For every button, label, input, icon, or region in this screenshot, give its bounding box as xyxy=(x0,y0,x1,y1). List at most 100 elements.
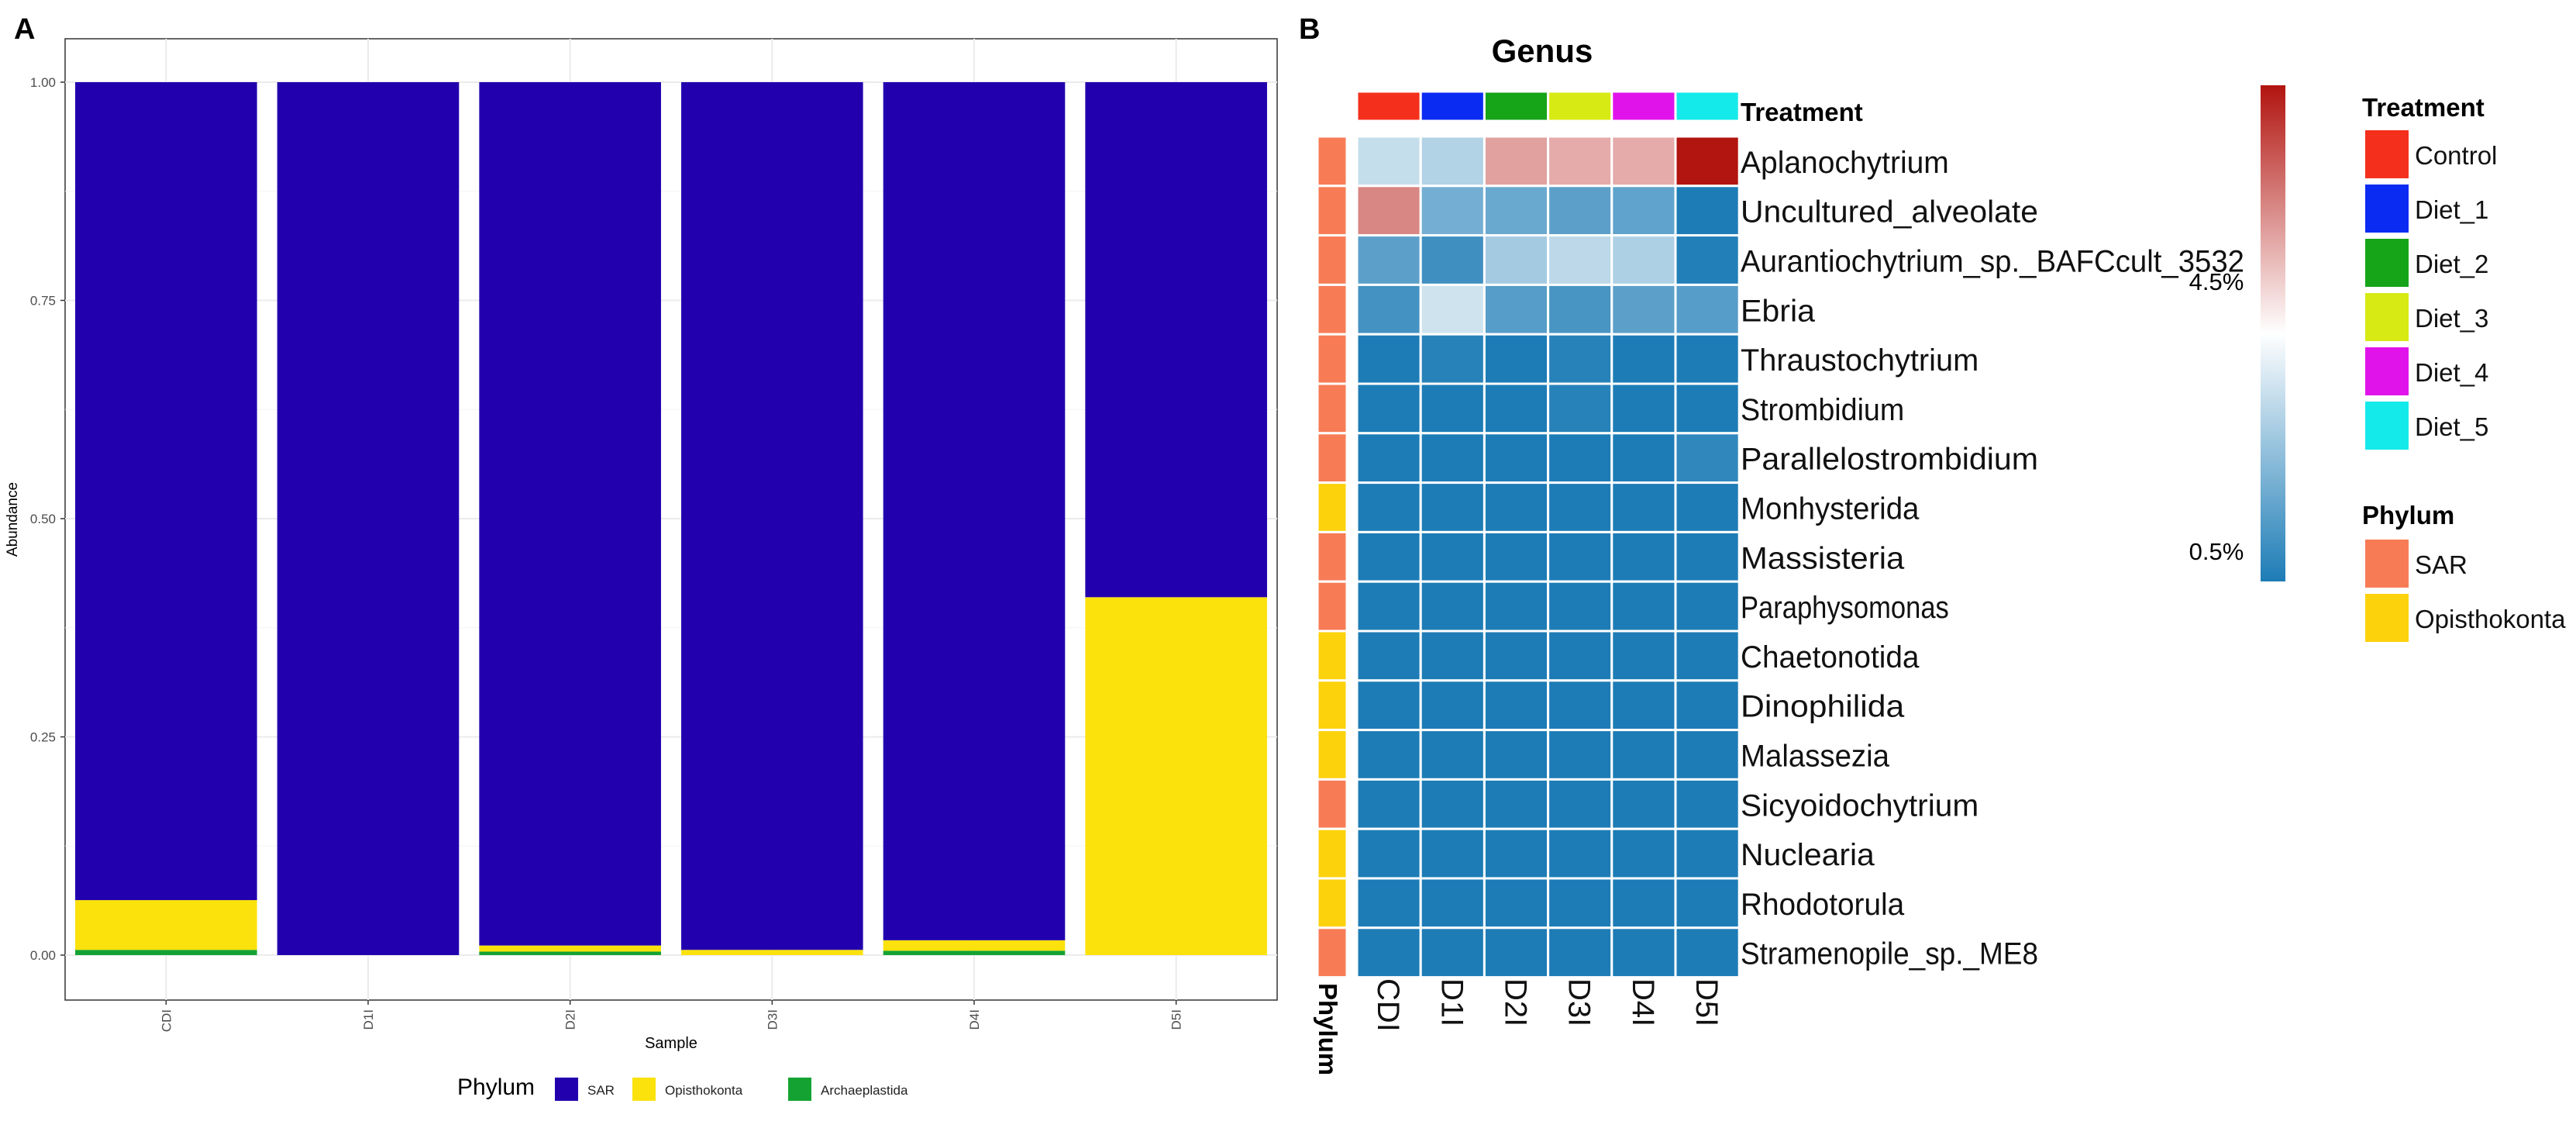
heatmap-cell xyxy=(1355,234,1422,286)
legend-label-diet_2: Diet_2 xyxy=(2415,250,2488,278)
panel-a-label: A xyxy=(14,13,35,46)
column-label: CDI xyxy=(1371,978,1405,1032)
heatmap-cell xyxy=(1419,333,1486,385)
bar-opisthokonta-d2i xyxy=(479,945,661,952)
heatmap-cell xyxy=(1547,333,1613,385)
legend-swatch-control xyxy=(2365,130,2409,178)
heatmap-cell xyxy=(1547,432,1613,485)
heatmap-cell xyxy=(1674,877,1741,930)
heatmap-cell xyxy=(1674,234,1741,286)
bar-archaeplastida-cdi xyxy=(75,950,257,955)
bar-opisthokonta-d3i xyxy=(681,950,863,955)
heatmap-cell xyxy=(1674,530,1741,583)
legend-label-diet_5: Diet_5 xyxy=(2415,412,2488,441)
heatmap-cell xyxy=(1483,629,1550,682)
heatmap-cell xyxy=(1610,877,1677,930)
legend-title-phylum: Phylum xyxy=(457,1074,535,1100)
heatmap-cell xyxy=(1610,234,1677,286)
phylum-column-label: Phylum xyxy=(1314,983,1342,1075)
heatmap-cell xyxy=(1483,530,1550,583)
heatmap-cell xyxy=(1355,926,1422,979)
row-label: Stramenopile_sp._ME8 xyxy=(1741,937,2038,971)
heatmap-cell xyxy=(1610,135,1677,188)
heatmap-cell xyxy=(1674,283,1741,336)
heatmap-cell xyxy=(1674,481,1741,533)
heatmap-cell xyxy=(1419,481,1486,533)
legend-swatch-opisthokonta xyxy=(2365,594,2409,642)
heatmap-cell xyxy=(1547,580,1613,633)
phylum-annotation-sar xyxy=(1316,283,1348,336)
heatmap-cell xyxy=(1419,185,1486,237)
heatmap-cell xyxy=(1610,333,1677,385)
legend-swatch-opisthokonta xyxy=(632,1078,656,1101)
row-label: Massisteria xyxy=(1741,541,1905,575)
heatmap-cell xyxy=(1355,481,1422,533)
heatmap-cell xyxy=(1483,185,1550,237)
heatmap-cell xyxy=(1547,481,1613,533)
legend-label-diet_4: Diet_4 xyxy=(2415,358,2488,387)
legend-label-sar: SAR xyxy=(587,1083,615,1098)
row-label: Sicyoidochytrium xyxy=(1741,788,1978,823)
heatmap-cell xyxy=(1355,679,1422,732)
x-tick-label: D2I xyxy=(563,1009,578,1030)
heatmap-cell xyxy=(1547,185,1613,237)
heatmap-cell xyxy=(1419,382,1486,435)
phylum-annotation-sar xyxy=(1316,333,1348,385)
heatmap-cell xyxy=(1355,283,1422,336)
heatmap-cell xyxy=(1483,827,1550,880)
treatment-row-label: Treatment xyxy=(1741,98,1863,126)
heatmap-cell xyxy=(1674,185,1741,237)
heatmap-cell xyxy=(1419,530,1486,583)
heatmap-cell xyxy=(1610,827,1677,880)
heatmap-cell xyxy=(1419,629,1486,682)
legend-phylum-b: SAR Opisthokonta xyxy=(2365,540,2566,642)
bar-archaeplastida-d2i xyxy=(479,951,661,955)
row-label: Paraphysomonas xyxy=(1741,591,1949,625)
x-tick-label: D5I xyxy=(1169,1009,1184,1030)
treatment-annotation-diet_1 xyxy=(1419,90,1486,122)
heatmap-cell xyxy=(1674,679,1741,732)
heatmap-cell xyxy=(1355,382,1422,435)
heatmap-cell xyxy=(1610,481,1677,533)
row-label: Parallelostrombidium xyxy=(1741,443,2038,477)
heatmap-cell xyxy=(1483,580,1550,633)
heatmap-cell xyxy=(1355,778,1422,830)
heatmap-cell xyxy=(1547,530,1613,583)
x-axis-title: Sample xyxy=(645,1035,697,1052)
heatmap-cell xyxy=(1547,283,1613,336)
heatmap-cell xyxy=(1419,580,1486,633)
phylum-annotation-opisthokonta xyxy=(1316,877,1348,930)
heatmap-cell xyxy=(1419,283,1486,336)
y-tick-label: 0.75 xyxy=(30,294,56,309)
phylum-annotation-sar xyxy=(1316,778,1348,830)
heatmap-cell xyxy=(1547,234,1613,286)
heatmap-cell xyxy=(1419,827,1486,880)
heatmap-cell xyxy=(1483,234,1550,286)
legend-label-archaeplastida: Archaeplastida xyxy=(821,1083,908,1098)
legend-swatch-sar xyxy=(555,1078,578,1101)
bar-sar-cdi xyxy=(75,82,257,901)
x-tick-label: CDI xyxy=(159,1009,174,1032)
column-label: D1I xyxy=(1434,978,1469,1026)
row-label: Ebria xyxy=(1741,294,1816,328)
heatmap-cell xyxy=(1610,679,1677,732)
legend-swatch-diet_1 xyxy=(2365,185,2409,233)
heatmap-cell xyxy=(1610,926,1677,979)
legend-title-treatment: Treatment xyxy=(2362,93,2485,122)
heatmap-cell xyxy=(1355,827,1422,880)
treatment-annotation-diet_5 xyxy=(1674,90,1741,122)
legend-swatch-diet_3 xyxy=(2365,293,2409,341)
row-label: Monhysterida xyxy=(1741,492,1920,526)
column-label: D4I xyxy=(1626,978,1660,1026)
heatmap-cell xyxy=(1355,135,1422,188)
heatmap-cell xyxy=(1355,629,1422,682)
bar-sar-d2i xyxy=(479,82,661,946)
heatmap-cell xyxy=(1674,382,1741,435)
phylum-annotation-opisthokonta xyxy=(1316,481,1348,533)
row-label: Malassezia xyxy=(1741,740,1890,774)
x-tick-label: D3I xyxy=(765,1009,780,1030)
legend-swatch-sar xyxy=(2365,540,2409,588)
y-tick-label: 0.50 xyxy=(30,512,56,526)
treatment-annotation-diet_4 xyxy=(1610,90,1677,122)
